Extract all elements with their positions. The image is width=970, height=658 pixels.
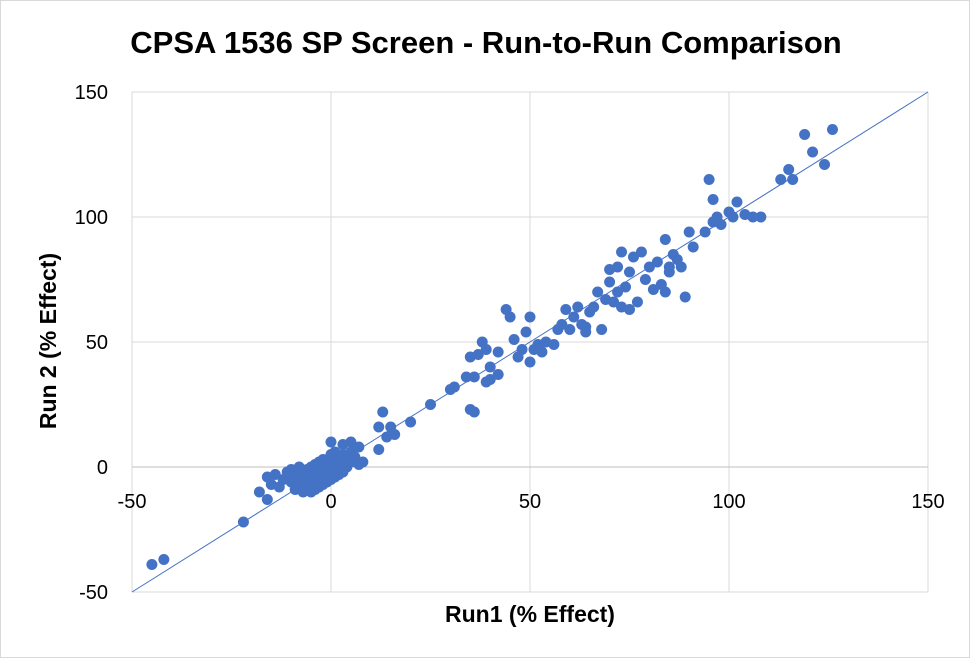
data-point [707, 194, 719, 205]
data-point [675, 261, 687, 273]
data-point [237, 516, 249, 528]
x-tick-label: 0 [325, 491, 336, 513]
data-point [755, 211, 767, 223]
data-point [596, 324, 608, 335]
data-point [727, 211, 739, 223]
data-point [826, 124, 838, 135]
data-point [146, 559, 158, 570]
y-axis-title: Run 2 (% Effect) [35, 253, 61, 429]
data-point [556, 319, 568, 330]
data-point [425, 399, 436, 410]
data-point [647, 284, 659, 295]
data-point [405, 416, 417, 428]
data-point [612, 261, 624, 273]
data-point [325, 436, 337, 448]
data-point [775, 174, 787, 185]
data-point [651, 256, 663, 268]
data-point [612, 286, 624, 298]
tick-labels: -50 0 50 100 150 -50 0 50 100 150 [75, 82, 945, 604]
data-point [799, 129, 811, 140]
data-point [484, 361, 496, 373]
y-tick-label: 100 [75, 207, 108, 229]
data-point [504, 311, 516, 323]
data-point [687, 241, 699, 253]
data-point [731, 196, 743, 208]
data-point [580, 326, 592, 338]
x-tick-label: 150 [911, 491, 944, 513]
data-point [639, 274, 651, 285]
data-point [492, 346, 504, 358]
data-point [460, 371, 472, 383]
data-point [524, 311, 536, 323]
data-point [604, 276, 616, 288]
data-point [620, 281, 632, 293]
data-point [783, 164, 795, 175]
y-tick-label: 0 [97, 457, 108, 479]
data-point [508, 334, 520, 345]
data-point [747, 211, 759, 223]
data-point [353, 441, 365, 453]
x-tick-label: 50 [519, 491, 541, 513]
data-point [807, 146, 819, 158]
data-point [624, 266, 635, 278]
data-point [663, 266, 675, 278]
data-point [484, 374, 496, 385]
x-tick-label: -50 [118, 491, 147, 513]
data-point [468, 371, 480, 383]
data-point [679, 291, 691, 303]
data-point [568, 311, 580, 323]
data-point [520, 326, 532, 338]
data-point [448, 381, 460, 393]
y-tick-label: 50 [86, 332, 108, 354]
data-point [715, 219, 727, 230]
data-point [492, 369, 504, 380]
x-tick-label: 100 [712, 491, 745, 513]
data-point [158, 554, 170, 565]
data-point [564, 324, 576, 335]
data-point [643, 261, 655, 273]
data-point [468, 406, 480, 418]
data-point [253, 486, 265, 498]
data-point [269, 469, 281, 480]
data-point [616, 246, 628, 258]
data-point [261, 494, 273, 505]
data-point [373, 421, 385, 433]
data-point [572, 301, 584, 313]
data-point [659, 234, 671, 245]
data-point [524, 356, 536, 368]
data-point [819, 159, 831, 170]
data-point [699, 226, 711, 238]
data-point [787, 174, 799, 185]
x-axis-title: Run1 (% Effect) [445, 601, 615, 627]
data-point [703, 174, 715, 185]
data-point [608, 296, 620, 308]
data-point [624, 304, 635, 315]
data-point [588, 301, 600, 313]
data-point [345, 436, 357, 448]
y-tick-label: -50 [79, 582, 108, 604]
data-point [548, 339, 560, 350]
data-point [659, 286, 671, 298]
gridlines [131, 91, 929, 593]
data-point [592, 286, 604, 298]
data-point [536, 346, 548, 358]
data-point [683, 226, 695, 238]
data-point [357, 456, 369, 468]
data-point [472, 349, 484, 360]
data-point [635, 246, 647, 258]
data-point [389, 429, 401, 440]
data-point [480, 344, 492, 355]
data-point [516, 344, 528, 355]
chart-title: CPSA 1536 SP Screen - Run-to-Run Compari… [130, 25, 841, 60]
y-tick-label: 150 [75, 82, 108, 104]
data-point [377, 406, 389, 418]
data-point [631, 296, 643, 308]
data-point [560, 304, 572, 315]
data-points [146, 124, 838, 570]
data-point [627, 251, 639, 263]
data-point [373, 444, 385, 455]
